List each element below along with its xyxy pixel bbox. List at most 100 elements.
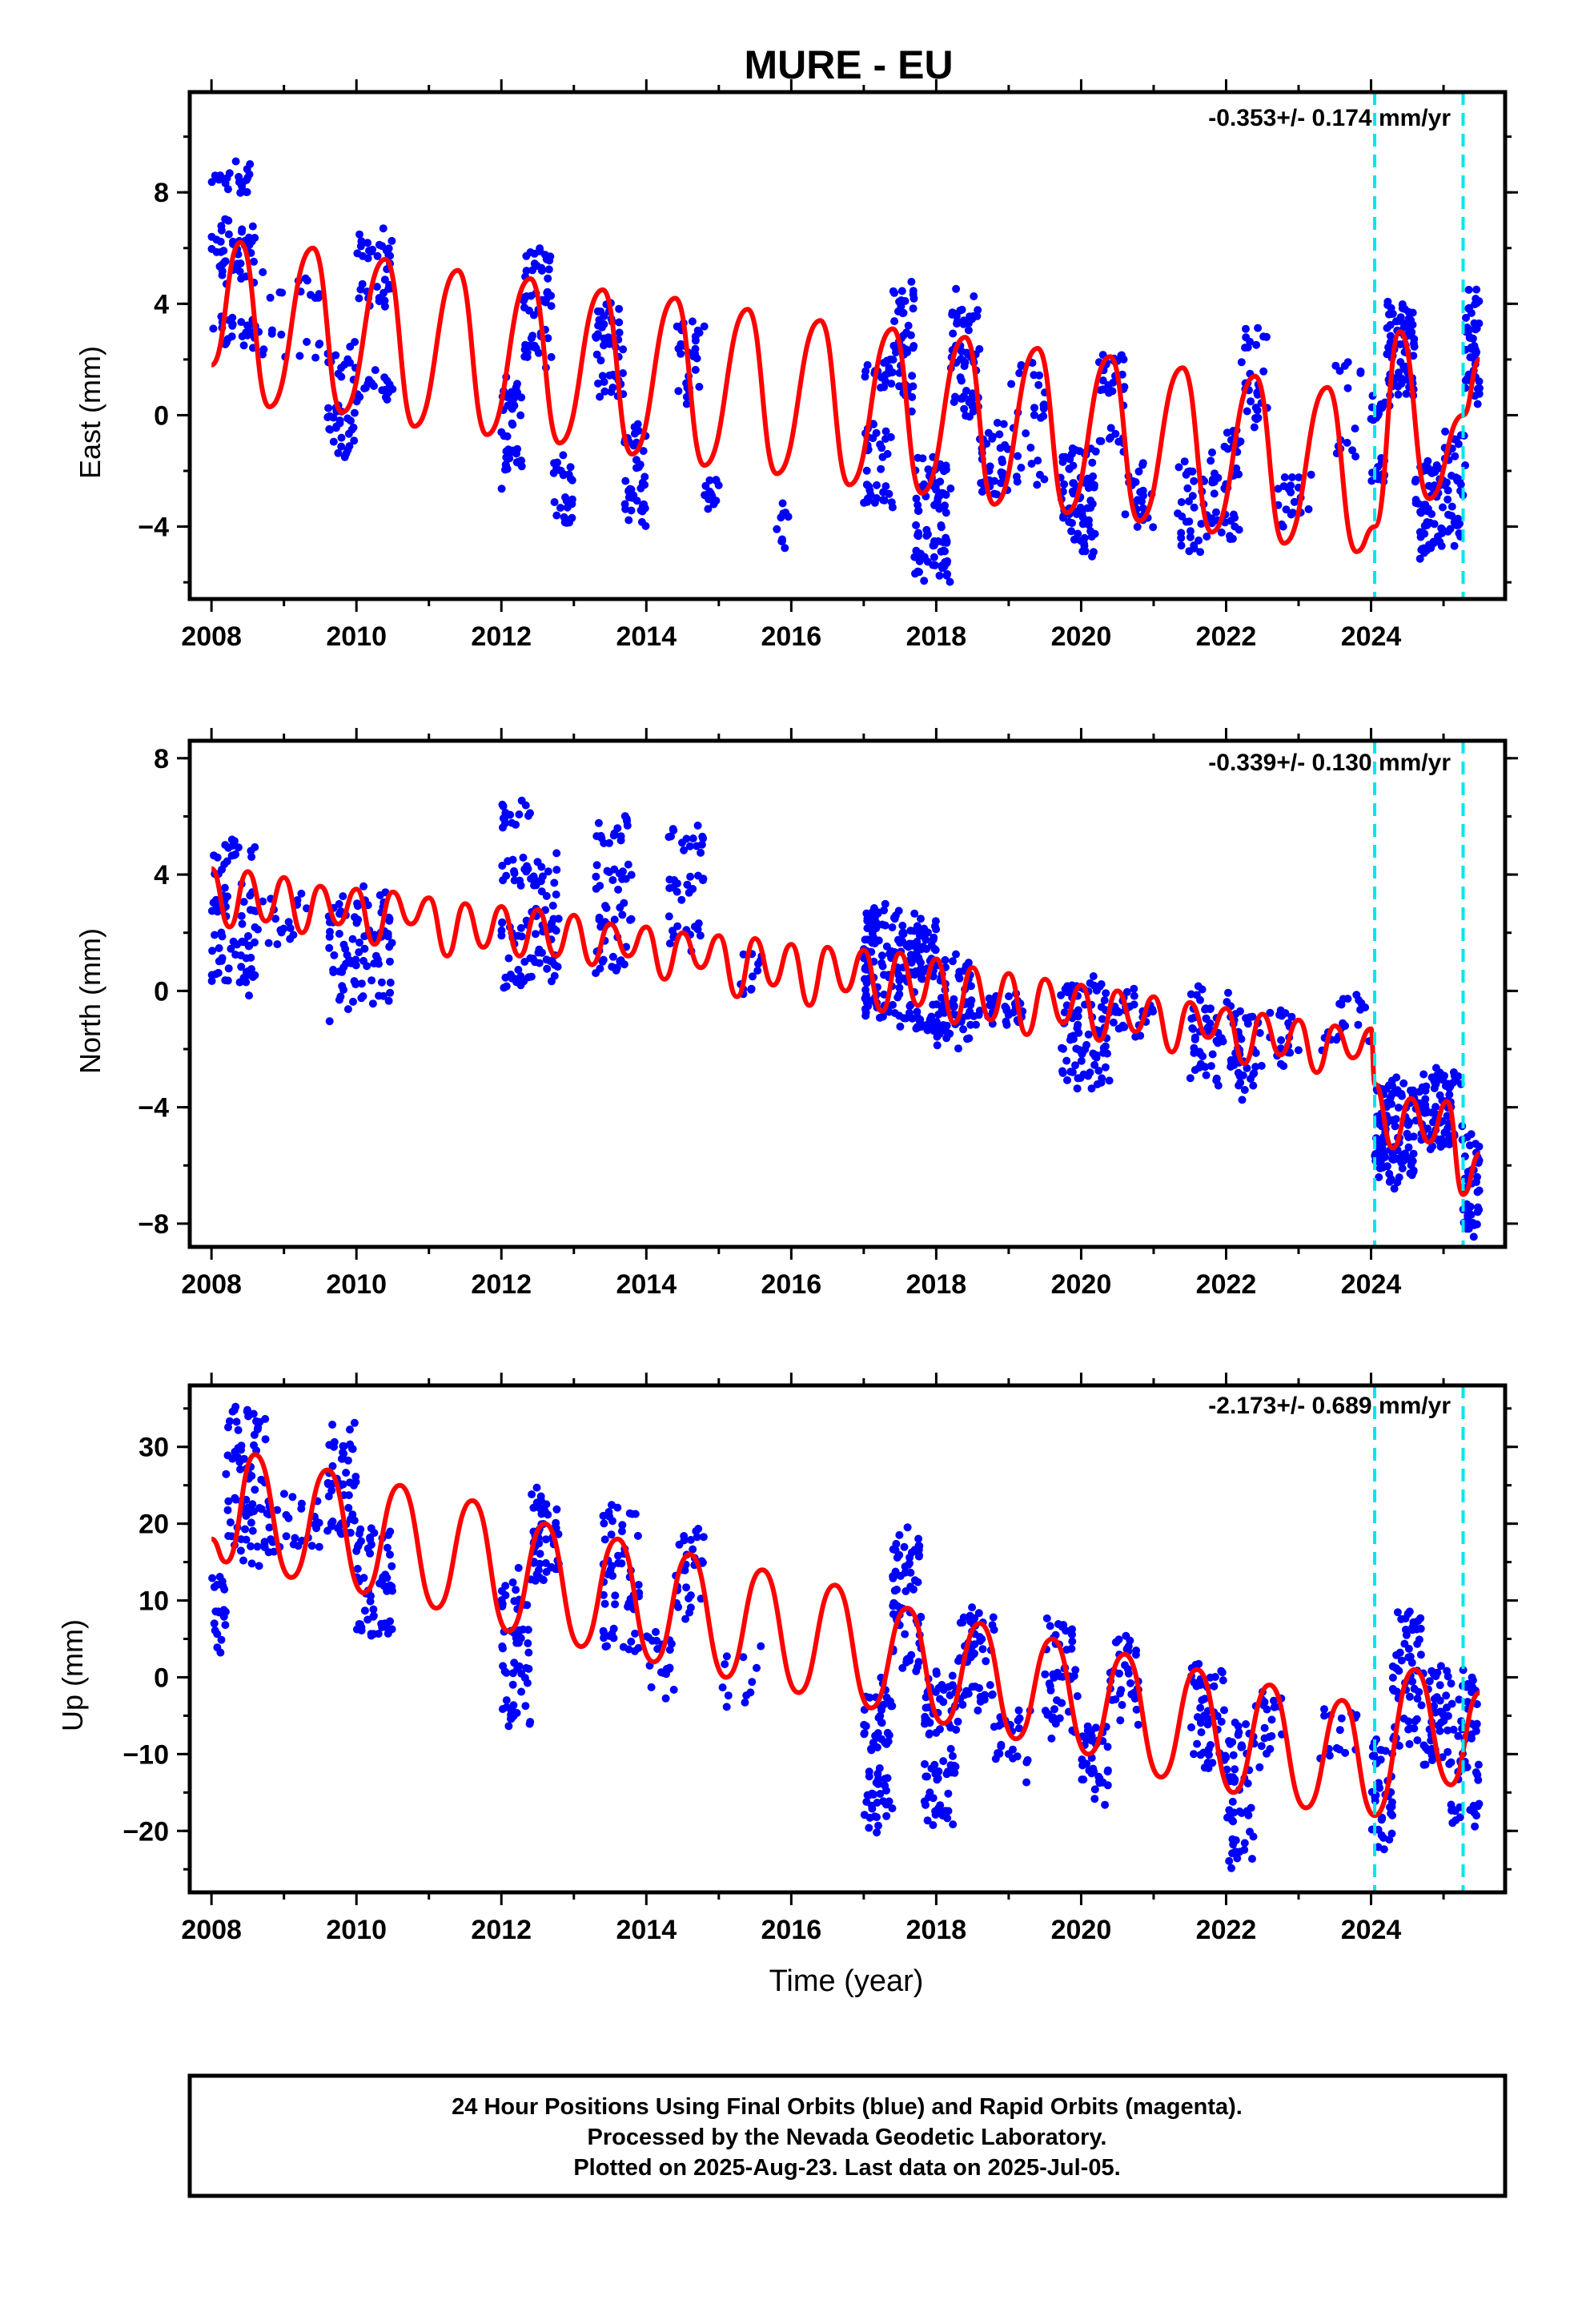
up-data-point — [1014, 1716, 1022, 1725]
up-data-point — [1041, 1670, 1050, 1679]
north-data-point — [1379, 1163, 1387, 1172]
north-data-point — [1130, 991, 1138, 1000]
east-data-point — [941, 501, 949, 510]
up-data-point — [1247, 1803, 1255, 1812]
east-data-point — [1402, 389, 1411, 398]
north-data-point — [1403, 1116, 1411, 1125]
east-data-point — [1180, 457, 1189, 466]
up-data-point — [1430, 1702, 1439, 1711]
up-data-point — [500, 1667, 509, 1676]
up-data-point — [324, 1480, 333, 1489]
up-data-point — [997, 1740, 1006, 1749]
up-data-point — [236, 1546, 245, 1555]
up-data-point — [631, 1647, 639, 1655]
up-data-point — [1385, 1835, 1394, 1844]
north-data-point — [277, 928, 286, 937]
north-data-point — [1393, 1086, 1402, 1095]
east-y-tick-label: 4 — [154, 289, 169, 320]
up-data-point — [609, 1634, 618, 1642]
east-data-point — [1295, 473, 1303, 482]
up-data-point — [944, 1789, 953, 1798]
east-y-tick-label: 8 — [154, 178, 169, 208]
north-data-point — [336, 907, 345, 915]
up-data-point — [1419, 1760, 1428, 1769]
north-data-point — [677, 895, 686, 904]
east-data-point — [1182, 517, 1191, 526]
up-data-point — [1468, 1688, 1476, 1696]
north-data-point — [259, 897, 267, 906]
north-data-point — [502, 871, 511, 880]
east-data-point — [235, 178, 243, 187]
east-data-point — [975, 344, 984, 353]
east-data-point — [995, 430, 1004, 439]
north-data-point — [386, 988, 395, 997]
up-data-point — [1416, 1614, 1425, 1622]
north-data-point — [537, 887, 546, 896]
east-data-point — [550, 459, 559, 468]
up-data-point — [1220, 1706, 1228, 1715]
up-data-point — [1417, 1701, 1426, 1710]
east-data-point — [512, 383, 520, 392]
up-data-point — [1320, 1711, 1329, 1720]
north-data-point — [905, 1002, 914, 1011]
north-data-point — [498, 919, 507, 927]
up-data-point — [948, 1671, 957, 1680]
east-data-point — [278, 288, 287, 297]
up-data-point — [1432, 1693, 1441, 1702]
east-data-point — [931, 561, 940, 569]
up-data-point — [552, 1505, 561, 1514]
up-data-point — [542, 1535, 550, 1544]
up-data-point — [659, 1669, 668, 1677]
east-data-point — [356, 285, 365, 294]
east-data-point — [1274, 485, 1283, 493]
north-data-point — [516, 981, 525, 990]
north-x-tick-label: 2012 — [471, 1269, 532, 1300]
up-y-tick-label: 20 — [139, 1510, 169, 1540]
up-data-point — [1051, 1719, 1060, 1727]
north-data-point — [1005, 992, 1013, 1001]
east-data-point — [1065, 464, 1074, 473]
up-data-point — [1207, 1741, 1215, 1749]
north-data-point — [1374, 1136, 1383, 1144]
up-data-point — [881, 1775, 889, 1783]
north-data-point — [1074, 1045, 1083, 1054]
up-data-point — [222, 1470, 231, 1478]
up-data-point — [284, 1514, 293, 1522]
east-data-point — [344, 429, 353, 438]
north-data-point — [906, 951, 915, 959]
east-data-point — [267, 326, 276, 335]
north-data-point — [917, 915, 925, 923]
east-data-point — [1217, 528, 1226, 537]
north-data-point — [614, 885, 623, 894]
north-data-point — [325, 1017, 334, 1026]
up-data-point — [939, 1757, 948, 1766]
up-data-point — [1337, 1714, 1346, 1723]
east-data-point — [1136, 488, 1145, 497]
east-data-point — [236, 188, 245, 197]
up-data-point — [502, 1696, 511, 1705]
footer-line-2: Processed by the Nevada Geodetic Laborat… — [588, 2125, 1107, 2150]
north-data-point — [1276, 1006, 1285, 1015]
north-data-point — [680, 846, 689, 854]
east-data-point — [1078, 513, 1087, 521]
north-data-point — [1255, 1028, 1264, 1037]
east-data-point — [1183, 484, 1192, 493]
east-data-point — [620, 500, 629, 509]
up-data-point — [1130, 1695, 1139, 1703]
north-data-point — [898, 929, 907, 938]
north-data-point — [1189, 1024, 1198, 1033]
east-data-point — [547, 302, 556, 311]
north-data-point — [1063, 982, 1072, 991]
north-data-point — [1389, 1156, 1398, 1164]
north-data-point — [353, 902, 362, 911]
north-data-point — [1136, 1031, 1145, 1040]
east-data-point — [908, 392, 917, 401]
east-data-point — [365, 376, 374, 385]
east-data-point — [1088, 458, 1097, 467]
up-x-tick-label: 2010 — [326, 1915, 387, 1945]
east-data-point — [877, 464, 885, 473]
up-data-point — [867, 1746, 876, 1755]
up-data-point — [524, 1648, 533, 1657]
east-data-point — [1072, 510, 1081, 518]
north-data-point — [1440, 1072, 1448, 1080]
